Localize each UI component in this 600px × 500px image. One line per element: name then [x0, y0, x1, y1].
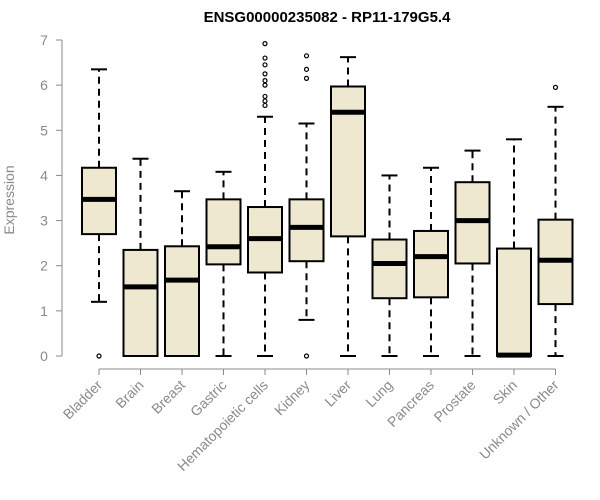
box-rect: [164, 245, 200, 357]
y-tick-label: 2: [40, 258, 48, 274]
outlier-point: [262, 41, 268, 47]
y-tick-label: 3: [40, 213, 48, 229]
outlier-point: [303, 75, 310, 81]
y-tick-label: 5: [40, 122, 48, 138]
y-tick-label: 1: [40, 303, 48, 319]
box-rect: [330, 85, 366, 238]
x-category-label: Unknown / Other: [476, 377, 562, 463]
outlier-point: [262, 82, 268, 88]
box-unknown-other: [537, 84, 574, 357]
x-category-label: Prostate: [430, 377, 478, 425]
box-liver: [330, 56, 366, 357]
box-rect: [496, 247, 532, 357]
box-rect: [122, 248, 159, 358]
box-prostate: [454, 149, 491, 357]
outlier-point: [262, 62, 268, 68]
box-bladder: [81, 68, 117, 359]
box-rect: [205, 198, 242, 266]
outlier-point: [262, 78, 268, 84]
outlier-point: [262, 93, 268, 100]
outlier-point: [303, 353, 310, 359]
box-rect: [371, 238, 408, 300]
x-category-label: Liver: [321, 377, 354, 410]
x-category-label: Bladder: [60, 377, 106, 423]
y-axis: 0 1 2 3 4 5 6 7: [40, 32, 63, 364]
box-lung: [371, 174, 408, 357]
outlier-point: [96, 353, 102, 359]
box-gastric: [205, 170, 242, 357]
outlier-point: [303, 66, 310, 72]
x-category-label: Lung: [362, 377, 395, 410]
box-breast: [164, 190, 200, 357]
boxes-group: [81, 41, 574, 359]
box-hematopoietic-cells: [247, 41, 283, 357]
y-tick-label: 0: [40, 348, 48, 364]
x-category-label: Breast: [148, 377, 188, 417]
box-kidney: [288, 53, 325, 359]
box-skin: [496, 138, 532, 358]
box-pancreas: [413, 166, 449, 357]
y-tick-label: 7: [40, 32, 48, 48]
y-axis-label: Expression: [1, 165, 17, 234]
outlier-point: [552, 84, 559, 91]
x-category-label: Kidney: [271, 377, 313, 419]
outlier-point: [262, 71, 268, 77]
x-category-label: Skin: [490, 377, 521, 408]
box-rect: [288, 198, 325, 263]
outlier-point: [303, 53, 310, 59]
y-tick-label: 4: [40, 167, 48, 183]
outlier-point: [262, 55, 268, 61]
outlier-point: [262, 102, 268, 109]
box-brain: [122, 157, 159, 358]
chart-title: ENSG00000235082 - RP11-179G5.4: [204, 9, 451, 26]
y-tick-label: 6: [40, 77, 48, 93]
box-rect: [413, 229, 449, 299]
outlier-point: [262, 98, 268, 104]
x-category-label: Brain: [112, 377, 146, 411]
